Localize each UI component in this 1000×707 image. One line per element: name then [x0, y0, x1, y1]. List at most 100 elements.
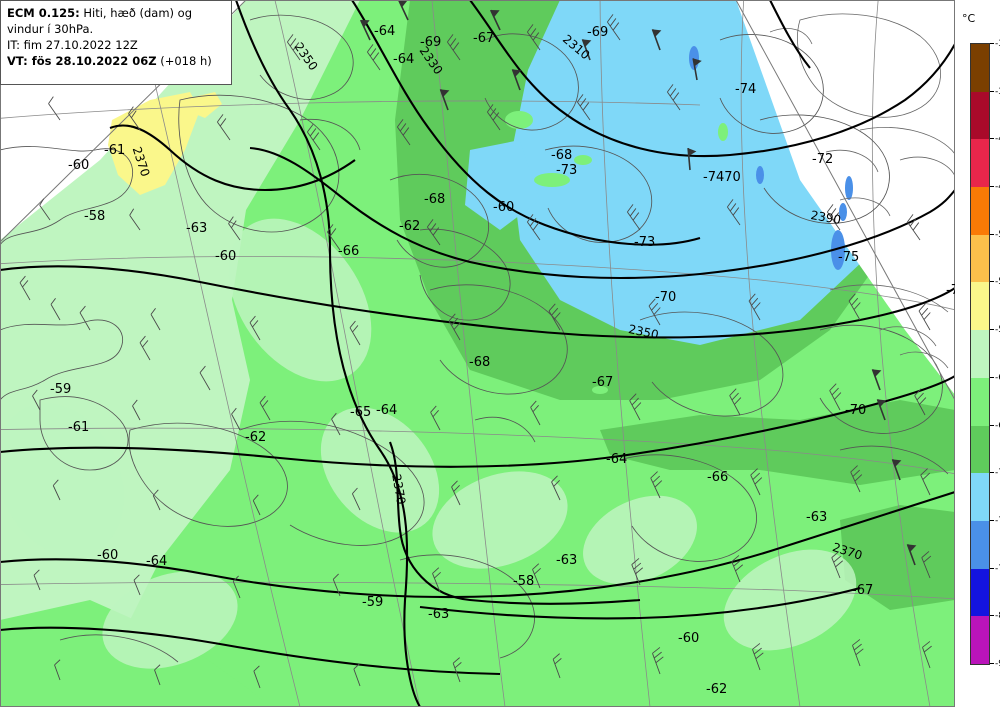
temperature-label: -72	[812, 152, 834, 167]
colorbar-band	[971, 520, 989, 569]
colorbar-tick-mark	[990, 329, 994, 331]
temperature-colorbar[interactable]: °C -30 -38 -42 -46 -50 -54 -58 -62 -66 -70 -74 -78 -…	[955, 0, 1000, 707]
temperature-label: -69	[420, 35, 442, 50]
temperature-label: -64	[146, 554, 168, 569]
map-svg	[0, 0, 955, 707]
colorbar-tick-label: -90	[990, 659, 1000, 669]
colorbar-band	[971, 616, 989, 664]
colorbar-tick-label: -74	[990, 516, 1000, 526]
temp-fill-m54-patch-b	[190, 92, 222, 118]
colorbar-tick-mark	[990, 615, 994, 617]
temperature-label: -62	[245, 430, 267, 445]
temperature-label: -60	[68, 158, 90, 173]
colorbar-tick-label: -58	[990, 325, 1000, 335]
wind-barb-pennants	[359, 0, 917, 566]
temperature-label: -58	[84, 209, 106, 224]
colorbar-band	[971, 187, 989, 235]
colorbar-tick-mark	[990, 281, 994, 283]
temperature-label: -59	[362, 595, 384, 610]
temperature-label: -61	[104, 143, 126, 158]
temperature-label: -66	[707, 470, 729, 485]
colorbar-tick-mark	[990, 43, 994, 44]
temperature-label: -67	[852, 583, 874, 598]
temperature-label: -70	[845, 403, 867, 418]
temperature-label: -61	[68, 420, 90, 435]
colorbar-tick-label: -50	[990, 230, 1000, 240]
colorbar-tick-mark	[990, 424, 994, 426]
lead-time: (+018 h)	[156, 54, 212, 68]
colorbar-band	[971, 425, 989, 474]
temperature-label: -63	[186, 221, 208, 236]
colorbar-tick-mark	[990, 519, 994, 521]
temperature-label: -64	[374, 24, 396, 39]
temp-fill-soft-patches	[0, 218, 857, 669]
colorbar-band	[971, 282, 989, 331]
colorbar-tick-label: -78	[990, 564, 1000, 574]
colorbar-unit-label: °C	[962, 12, 976, 25]
colorbar-band	[971, 330, 989, 378]
temp-fill-islands-green	[505, 111, 728, 394]
temperature-label: -60	[97, 548, 119, 563]
temperature-label: -68	[551, 148, 573, 163]
colorbar-tick-mark	[990, 233, 994, 235]
colorbar-tick-label: -46	[990, 182, 1000, 192]
temperature-label: -70	[655, 290, 677, 305]
model-label: ECM 0.125:	[7, 6, 80, 20]
colorbar-tick-label: -62	[990, 373, 1000, 383]
map-info-box: ECM 0.125: Hiti, hæð (dam) og vindur í 3…	[0, 0, 232, 85]
no-data-region	[736, 0, 955, 395]
colorbar-tick-mark	[990, 90, 994, 92]
temperature-label: -7470	[703, 170, 741, 185]
colorbar-bands[interactable]	[970, 43, 990, 665]
temperature-label: -62	[399, 219, 421, 234]
temperature-label: -66	[338, 244, 360, 259]
temperature-label: -63	[806, 510, 828, 525]
colorbar-tick-label: -38	[990, 87, 1000, 97]
colorbar-tick-mark	[990, 472, 994, 474]
colorbar-tick-label: -30	[990, 39, 1000, 49]
temperature-label: -59	[50, 382, 72, 397]
temperature-label: -74	[735, 82, 757, 97]
colorbar-tick-mark	[990, 186, 994, 188]
colorbar-band	[971, 377, 989, 426]
colorbar-band	[971, 234, 989, 283]
temperature-label: -67	[473, 31, 495, 46]
temperature-label: -60	[215, 249, 237, 264]
temperature-label: -63	[428, 607, 450, 622]
temperature-label: -68	[469, 355, 491, 370]
valid-time-label: VT: fös 28.10.2022 06Z	[7, 54, 157, 68]
temperature-label: -60	[493, 200, 515, 215]
temperature-label: -63	[556, 553, 578, 568]
colorbar-band	[971, 568, 989, 617]
colorbar-tick-mark	[990, 376, 994, 378]
temperature-label: -69	[587, 25, 609, 40]
info-line-field-2: vindur í 30hPa.	[7, 22, 94, 36]
field-description: Hiti, hæð (dam) og	[79, 6, 193, 20]
temperature-label: -64	[393, 52, 415, 67]
height-contours	[0, 0, 955, 707]
graticule	[0, 0, 955, 707]
temp-fill-m66-b	[600, 400, 955, 485]
colorbar-band	[971, 473, 989, 521]
temperature-label: -73	[556, 163, 578, 178]
colorbar-band	[971, 44, 989, 92]
temperature-label: -64	[376, 403, 398, 418]
temperature-label: -68	[424, 192, 446, 207]
temperature-label: -67	[592, 375, 614, 390]
colorbar-band	[971, 91, 989, 140]
info-line-valid-time: VT: fös 28.10.2022 06Z (+018 h)	[7, 53, 225, 69]
coastlines	[0, 14, 949, 663]
coastlines-no-data-region	[769, 13, 955, 369]
colorbar-tick-mark	[990, 663, 994, 664]
temperature-label: -64	[606, 452, 628, 467]
colorbar-tick-mark	[990, 138, 994, 140]
info-line-init-time: IT: fim 27.10.2022 12Z	[7, 38, 138, 52]
colorbar-tick-label: -54	[990, 277, 1000, 287]
temperature-label: -75	[838, 250, 860, 265]
temperature-label: -60	[678, 631, 700, 646]
info-line-model: ECM 0.125: Hiti, hæð (dam) og	[7, 5, 225, 21]
colorbar-band	[971, 139, 989, 188]
temperature-label: -58	[513, 574, 535, 589]
weather-map-canvas[interactable]: -60 -58 -63 -60 -61 -59 -61 -62 -60 -64 -59 -63 -58 -…	[0, 0, 955, 707]
